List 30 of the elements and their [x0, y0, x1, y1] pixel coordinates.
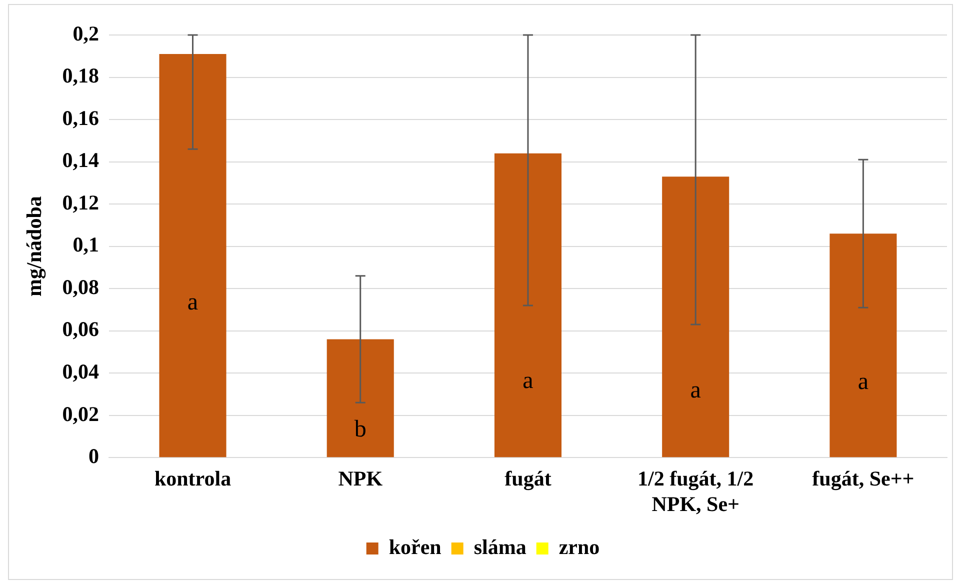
annotation: a: [187, 290, 198, 316]
y-tick-label: 0,1: [72, 232, 99, 257]
y-tick-label: 0,14: [62, 148, 100, 172]
bar: [159, 54, 226, 458]
bar: [830, 234, 897, 458]
bar: [494, 153, 562, 458]
y-tick-label: 0,12: [62, 190, 99, 214]
x-tick-label: 1/2 fugát, 1/2 NPK, Se+: [638, 466, 754, 516]
x-tick-label: fugát: [504, 466, 552, 491]
y-tick-label: 0,08: [62, 274, 99, 299]
y-axis-title: mg/nádoba: [22, 196, 46, 296]
x-tick-label: kontrola: [154, 466, 232, 491]
y-tick-label: 0,16: [62, 106, 99, 130]
y-tick-label: 0,18: [62, 64, 99, 88]
annotation: a: [690, 377, 702, 404]
legend-label: sláma: [474, 534, 527, 559]
y-tick-label: 0,2: [72, 21, 99, 46]
bar: [326, 339, 394, 458]
x-tick-label: fugát, Se++: [812, 466, 914, 491]
y-tick-label: 0,06: [62, 317, 99, 342]
bar: [662, 176, 730, 458]
x-tick-label: NPK: [338, 466, 384, 491]
y-tick-label: 0,02: [62, 402, 99, 426]
y-tick-label: 0: [88, 444, 99, 468]
annotation: a: [522, 368, 534, 394]
y-tick-label: 0,04: [62, 360, 100, 384]
legend-label: kořen: [388, 534, 442, 559]
annotation: a: [858, 368, 869, 395]
legend-label: zrno: [558, 534, 600, 559]
annotation: b: [354, 416, 366, 442]
